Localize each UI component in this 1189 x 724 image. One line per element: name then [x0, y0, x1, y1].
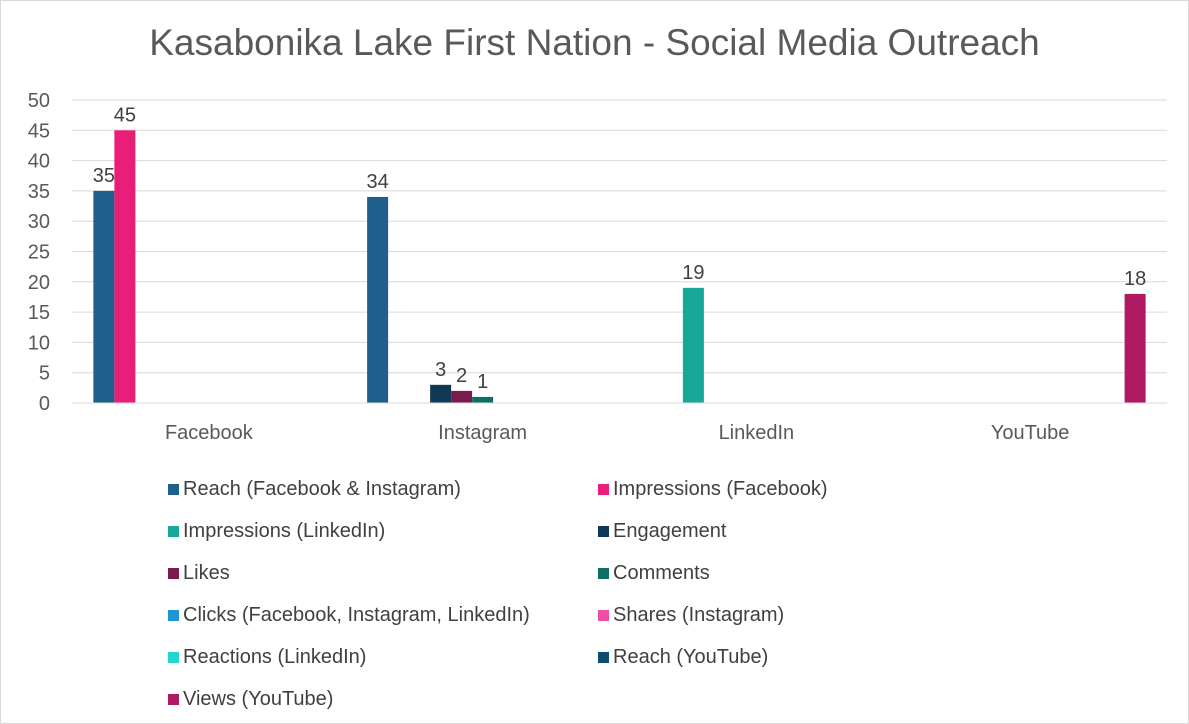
legend-item: Impressions (Facebook): [598, 468, 898, 510]
bar: [451, 390, 473, 403]
legend-item: Reach (YouTube): [598, 636, 898, 678]
bar: [472, 396, 494, 403]
data-label: 1: [477, 371, 488, 393]
legend-swatch: [598, 567, 609, 579]
chart-title: Kasabonika Lake First Nation - Social Me…: [149, 22, 1040, 63]
legend-label: Impressions (LinkedIn): [183, 519, 386, 542]
data-label: 19: [682, 262, 704, 284]
legend-label: Views (YouTube): [183, 687, 334, 710]
legend-swatch: [598, 609, 609, 621]
y-tick-label: 15: [28, 302, 50, 324]
bar: [430, 384, 452, 403]
legend-swatch: [598, 651, 609, 663]
data-label: 3: [435, 359, 446, 381]
legend-item: Likes: [168, 552, 598, 594]
legend-label: Reach (YouTube): [613, 645, 769, 668]
legend-item: Views (YouTube): [168, 678, 598, 720]
data-label: 35: [93, 165, 115, 187]
plot-area: 0 5 10 15 20 25 30 35 40 45 50 35 45 34 3 2 1 19 18 Faceb…: [28, 90, 1167, 444]
y-axis-tick-labels: 0 5 10 15 20 25 30 35 40 45 50: [28, 90, 50, 415]
legend-item: Reactions (LinkedIn): [168, 636, 598, 678]
legend-item: Comments: [598, 552, 898, 594]
legend-swatch: [168, 651, 179, 663]
legend-swatch: [168, 693, 179, 705]
y-tick-label: 20: [28, 272, 50, 294]
bar: [367, 196, 389, 403]
y-tick-label: 45: [28, 120, 50, 142]
x-category-label: YouTube: [991, 422, 1070, 444]
legend-label: Shares (Instagram): [613, 603, 785, 626]
legend-label: Comments: [613, 561, 710, 584]
y-tick-label: 10: [28, 332, 50, 354]
y-tick-label: 35: [28, 181, 50, 203]
legend-swatch: [598, 483, 609, 495]
legend-swatch: [168, 483, 179, 495]
legend-swatch: [168, 525, 179, 537]
legend: Reach (Facebook & Instagram) Impressions …: [168, 468, 908, 720]
x-axis-category-labels: Facebook Instagram LinkedIn YouTube: [165, 422, 1069, 444]
legend-label: Clicks (Facebook, Instagram, LinkedIn): [183, 603, 530, 626]
legend-swatch: [168, 567, 179, 579]
legend-swatch: [168, 609, 179, 621]
data-label: 34: [367, 171, 389, 193]
bar: [114, 130, 136, 404]
y-tick-label: 25: [28, 242, 50, 264]
y-tick-label: 30: [28, 211, 50, 233]
y-tick-label: 5: [39, 363, 50, 385]
y-tick-label: 0: [39, 393, 50, 415]
x-category-label: LinkedIn: [719, 422, 795, 444]
legend-item: Engagement: [598, 510, 898, 552]
data-label: 2: [456, 365, 467, 387]
legend-label: Reach (Facebook & Instagram): [183, 477, 461, 500]
y-tick-label: 50: [28, 90, 50, 112]
y-tick-label: 40: [28, 151, 50, 173]
bar: [682, 287, 704, 403]
gridlines: [72, 99, 1167, 404]
legend-swatch: [598, 525, 609, 537]
data-label: 18: [1124, 268, 1146, 290]
legend-label: Engagement: [613, 519, 727, 542]
data-labels: 35 45 34 3 2 1 19 18: [93, 104, 1147, 393]
legend-item: Clicks (Facebook, Instagram, LinkedIn): [168, 594, 598, 636]
legend-item: Reach (Facebook & Instagram): [168, 468, 598, 510]
bars: [72, 130, 1167, 404]
x-category-label: Instagram: [438, 422, 527, 444]
data-label: 45: [114, 104, 136, 126]
bar: [1124, 293, 1146, 403]
legend-label: Likes: [183, 561, 230, 584]
bar: [93, 190, 115, 403]
legend-item: Shares (Instagram): [598, 594, 898, 636]
legend-label: Reactions (LinkedIn): [183, 645, 367, 668]
legend-item: Impressions (LinkedIn): [168, 510, 598, 552]
legend-label: Impressions (Facebook): [613, 477, 828, 500]
x-category-label: Facebook: [165, 422, 254, 444]
